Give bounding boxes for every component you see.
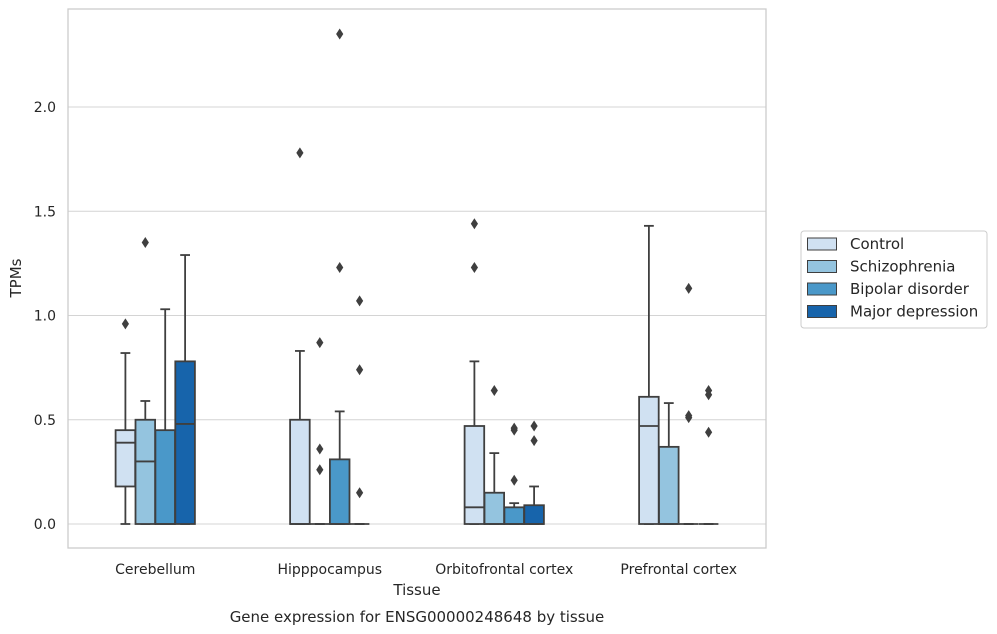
legend-frame <box>800 230 988 329</box>
outlier-point <box>336 28 344 40</box>
x-tick-labels: Cerebellum Hipppocampus Orbitofrontal cort… <box>115 562 737 578</box>
legend: Control Schizophrenia Bipolar disorder Majo… <box>800 230 988 329</box>
outlier-point <box>470 218 478 230</box>
outlier-point <box>685 282 693 294</box>
legend-label: Major depression <box>850 303 978 321</box>
box <box>523 504 545 525</box>
outlier-point <box>316 337 324 349</box>
outlier-point <box>316 443 324 455</box>
box <box>658 445 680 525</box>
outlier-point <box>490 385 498 397</box>
y-tick-label: 1.0 <box>34 309 56 325</box>
y-tick-label: 1.5 <box>34 204 56 220</box>
box <box>483 491 506 525</box>
x-tick-label: Orbitofrontal cortex <box>435 562 573 578</box>
boxes <box>114 28 719 525</box>
box-group <box>310 337 330 525</box>
box-group <box>678 282 699 525</box>
y-tick-label: 0.0 <box>34 517 56 533</box>
legend-swatch <box>807 305 837 318</box>
y-tick-label: 2.0 <box>34 100 56 116</box>
outlier-point <box>685 410 693 422</box>
outlier-point <box>530 435 538 447</box>
plot-frame <box>67 8 767 549</box>
box <box>289 418 311 525</box>
outlier-point <box>296 147 304 159</box>
legend-swatch <box>807 237 837 251</box>
outlier-point <box>705 385 713 397</box>
box-group <box>328 28 351 525</box>
x-axis-label: Tissue <box>392 581 440 599</box>
box-group <box>463 218 486 525</box>
y-axis-label: TPMs <box>7 258 25 298</box>
box-group <box>114 318 137 525</box>
box-group <box>698 385 719 525</box>
outlier-point <box>336 262 344 274</box>
outlier-point <box>470 262 478 274</box>
outlier-point <box>530 420 538 432</box>
box-group <box>349 295 370 525</box>
box <box>134 418 157 525</box>
box-group <box>174 254 196 525</box>
outlier-point <box>356 364 364 376</box>
box <box>114 429 137 488</box>
outlier-point <box>356 487 364 499</box>
box <box>463 425 486 525</box>
outlier-point <box>510 422 518 434</box>
box-group <box>503 422 525 525</box>
legend-label: Bipolar disorder <box>850 280 970 298</box>
legend-swatch <box>807 282 837 296</box>
box <box>154 429 176 525</box>
box-group <box>658 402 680 525</box>
box <box>328 458 351 525</box>
outlier-point <box>705 426 713 438</box>
y-tick-label: 0.5 <box>34 413 56 429</box>
outlier-point <box>141 237 149 249</box>
box <box>638 395 660 525</box>
x-tick-label: Cerebellum <box>115 562 195 578</box>
outlier-point <box>316 464 324 476</box>
box-group <box>523 420 545 525</box>
box <box>503 506 525 525</box>
chart-caption: Gene expression for ENSG00000248648 by t… <box>230 608 605 626</box>
legend-label: Control <box>850 235 904 253</box>
outlier-point <box>510 474 518 486</box>
legend-label: Schizophrenia <box>850 258 955 276</box>
box <box>174 360 196 525</box>
box-group <box>289 147 311 525</box>
x-tick-label: Prefrontal cortex <box>620 562 737 578</box>
outlier-point <box>121 318 129 330</box>
x-tick-label: Hipppocampus <box>277 562 382 578</box>
legend-swatch <box>807 260 837 273</box>
y-tick-labels: 0.0 0.5 1.0 1.5 2.0 <box>34 100 56 533</box>
outlier-point <box>356 295 364 307</box>
